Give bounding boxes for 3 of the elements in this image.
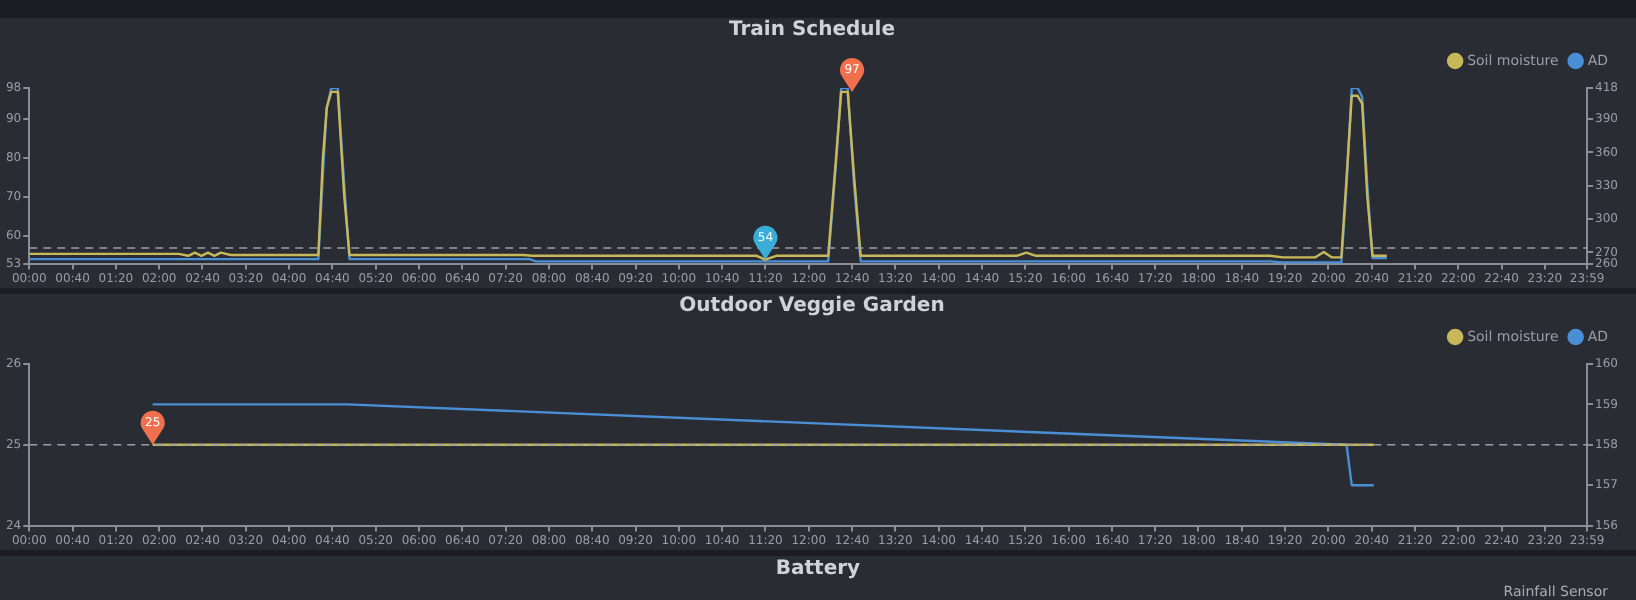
chart-title: Outdoor Veggie Garden [679,295,945,318]
text: Battery [773,558,863,580]
chart-title: Train Schedule [729,19,896,42]
